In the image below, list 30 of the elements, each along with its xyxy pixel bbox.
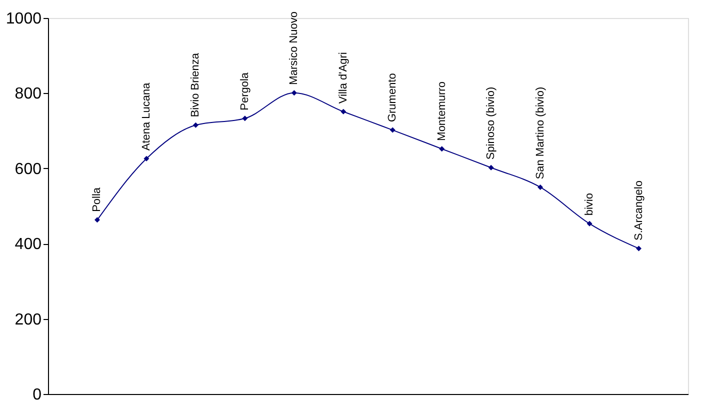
point bbox=[340, 108, 346, 114]
point bbox=[586, 220, 592, 226]
x-tick-label: Spinoso (bivio) bbox=[485, 86, 498, 160]
point bbox=[192, 122, 198, 128]
point bbox=[291, 90, 297, 96]
x-tick-label: bivio bbox=[584, 193, 596, 216]
x-tick-label: Pergola bbox=[238, 72, 251, 110]
x-tick-label: Grumento bbox=[386, 73, 399, 122]
point bbox=[439, 146, 445, 152]
point bbox=[538, 184, 544, 190]
point bbox=[636, 246, 642, 252]
y-tick-label: 400 bbox=[14, 236, 42, 254]
x-tick-label: Bivio Brienza bbox=[190, 52, 202, 118]
x-tick-label: Polla bbox=[91, 186, 104, 212]
x-tick-label: Villa d'Agri bbox=[337, 52, 350, 104]
point bbox=[488, 164, 494, 170]
y-tick-label: 1000 bbox=[6, 10, 42, 28]
y-tick-label: 800 bbox=[14, 86, 42, 103]
y-tick-label: 600 bbox=[14, 160, 42, 178]
x-tick-label: Marsico Nuovo bbox=[288, 11, 300, 85]
x-tick-label: Atena Lucana bbox=[140, 82, 152, 151]
y-tick-label: 200 bbox=[14, 311, 42, 328]
point bbox=[94, 217, 100, 223]
y-tick-label: 0 bbox=[32, 386, 42, 402]
point bbox=[242, 116, 248, 122]
point bbox=[390, 127, 396, 133]
x-tick-label: Montemurro bbox=[436, 82, 448, 141]
x-tick-label: S.Arcangelo bbox=[632, 180, 645, 240]
x-tick-label: San Martino (bivio) bbox=[534, 86, 546, 180]
point bbox=[144, 156, 150, 162]
